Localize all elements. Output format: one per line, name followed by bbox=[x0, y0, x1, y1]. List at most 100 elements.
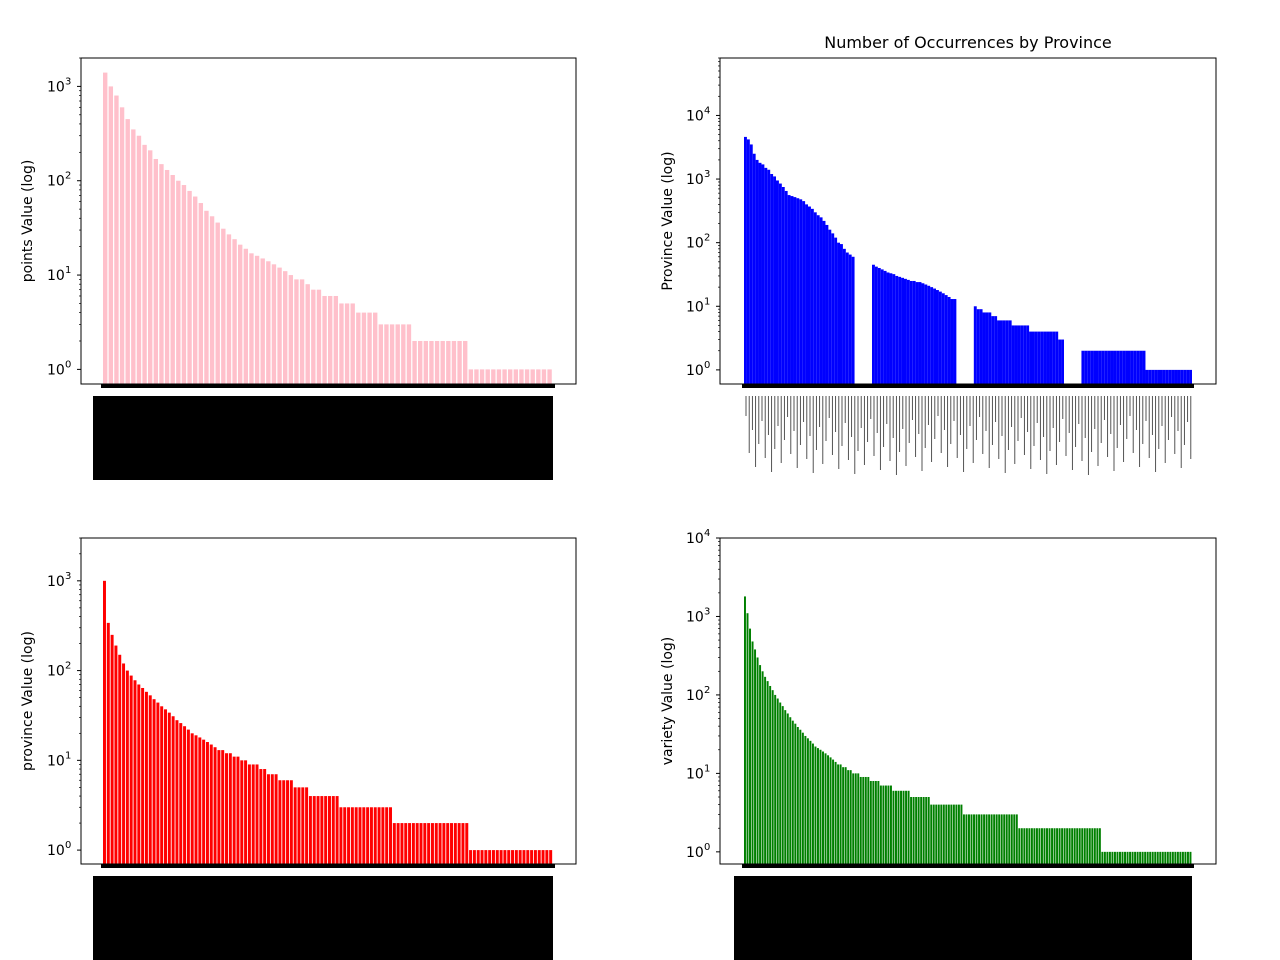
y-tick-label: 10 bbox=[47, 268, 65, 284]
bar bbox=[136, 135, 142, 384]
bar bbox=[1171, 369, 1175, 384]
bar bbox=[1129, 851, 1132, 864]
bar bbox=[864, 776, 867, 864]
bar bbox=[148, 695, 152, 864]
bar bbox=[202, 739, 206, 864]
bar bbox=[1098, 828, 1101, 864]
bar bbox=[415, 823, 419, 864]
bar bbox=[1088, 828, 1091, 864]
bar bbox=[985, 814, 988, 864]
bar bbox=[1183, 369, 1187, 384]
bar bbox=[960, 804, 963, 864]
bar bbox=[356, 312, 361, 384]
x-tick-labels bbox=[734, 876, 1192, 960]
bar bbox=[744, 596, 746, 864]
bar bbox=[316, 289, 322, 384]
bar bbox=[769, 685, 772, 864]
bar bbox=[1063, 828, 1066, 864]
bar bbox=[344, 303, 350, 384]
bar bbox=[1149, 851, 1152, 864]
y-tick-label: 10 bbox=[686, 766, 704, 782]
bar bbox=[1030, 828, 1033, 864]
bar bbox=[144, 691, 148, 864]
bar bbox=[851, 256, 855, 384]
bar bbox=[240, 760, 244, 864]
bar bbox=[271, 264, 277, 384]
bar bbox=[988, 312, 992, 384]
bar bbox=[193, 196, 198, 384]
bar bbox=[902, 790, 905, 864]
bar bbox=[1119, 851, 1121, 864]
bar bbox=[779, 702, 782, 864]
bar bbox=[776, 698, 779, 864]
bar bbox=[1005, 814, 1008, 864]
bar bbox=[484, 850, 488, 864]
bar bbox=[480, 850, 484, 864]
bar bbox=[944, 295, 948, 384]
bar bbox=[183, 726, 187, 864]
bar bbox=[796, 198, 800, 384]
bar bbox=[305, 787, 309, 864]
bar bbox=[924, 284, 928, 384]
bar bbox=[1033, 828, 1036, 864]
bar bbox=[810, 208, 814, 384]
bar bbox=[438, 823, 442, 864]
bar bbox=[389, 324, 395, 384]
bar bbox=[1161, 851, 1164, 864]
bar bbox=[434, 340, 440, 384]
bar bbox=[872, 780, 875, 864]
bar bbox=[973, 814, 975, 864]
bar bbox=[457, 823, 461, 864]
bar bbox=[942, 804, 945, 864]
bar bbox=[232, 239, 237, 384]
bar bbox=[118, 654, 122, 864]
bar bbox=[114, 95, 119, 384]
bar bbox=[205, 742, 209, 864]
bar bbox=[179, 723, 183, 864]
bar bbox=[159, 164, 164, 384]
bar bbox=[1090, 350, 1094, 384]
bar bbox=[485, 369, 490, 384]
bar bbox=[1086, 828, 1089, 864]
bar bbox=[829, 757, 832, 864]
bar bbox=[1101, 851, 1104, 864]
bar bbox=[1020, 828, 1023, 864]
bar bbox=[819, 217, 823, 384]
bar bbox=[1156, 851, 1159, 864]
bar bbox=[1023, 325, 1027, 384]
bar bbox=[842, 767, 845, 864]
bar bbox=[892, 790, 895, 864]
bar bbox=[898, 276, 902, 384]
bar bbox=[756, 657, 759, 864]
bar bbox=[941, 293, 945, 384]
bar bbox=[1148, 369, 1152, 384]
bar bbox=[108, 86, 114, 385]
bar bbox=[373, 312, 378, 384]
bar bbox=[907, 790, 910, 864]
y-tick-label: 10 bbox=[686, 108, 704, 124]
bar bbox=[488, 850, 492, 864]
bar bbox=[1081, 350, 1085, 384]
bar bbox=[778, 183, 782, 384]
bar bbox=[1014, 325, 1018, 384]
bar bbox=[1186, 851, 1189, 864]
bar-series bbox=[744, 136, 1192, 384]
y-tick-label: 10 bbox=[686, 172, 704, 188]
bar bbox=[519, 369, 524, 384]
bar bbox=[513, 369, 519, 384]
bar bbox=[119, 107, 125, 384]
bar bbox=[167, 712, 171, 864]
bar bbox=[549, 850, 553, 864]
bar bbox=[1159, 851, 1162, 864]
bar bbox=[198, 203, 204, 384]
bar bbox=[950, 804, 953, 864]
bar bbox=[476, 850, 480, 864]
bar bbox=[809, 740, 812, 864]
x-tick-labels bbox=[93, 876, 553, 960]
bar bbox=[209, 216, 215, 384]
bar bbox=[170, 175, 175, 384]
bar bbox=[909, 280, 913, 384]
bar bbox=[764, 676, 767, 864]
bar bbox=[844, 767, 847, 864]
